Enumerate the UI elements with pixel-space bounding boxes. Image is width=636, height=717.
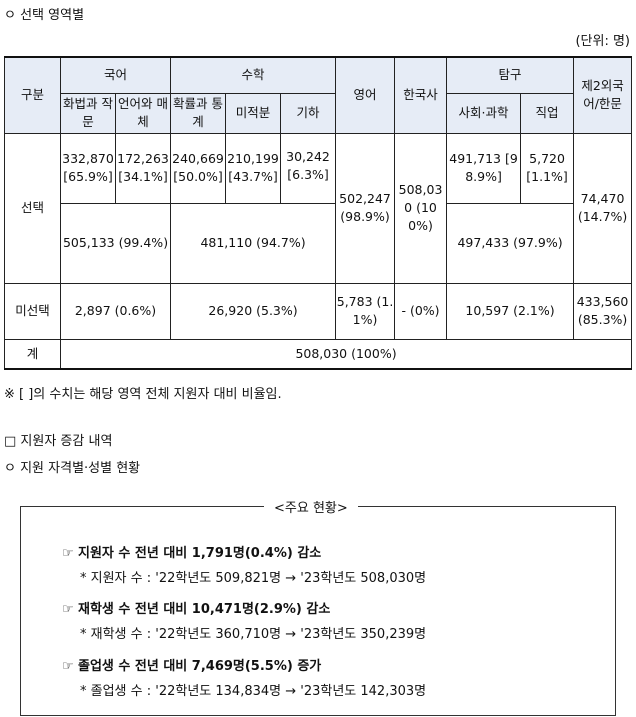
detail-cell: 5,720 [1.1%]: [520, 132, 575, 204]
pointing-hand-icon: ☞: [62, 659, 74, 674]
section-heading: ㅇ 선택 영역별: [4, 8, 85, 23]
header-korean-history: 한국사: [394, 56, 448, 134]
header-korean-sub-2: 언어와 매체: [114, 92, 172, 134]
korean-unselect-cell: 2,897 (0.6%): [59, 282, 172, 340]
unit-label: (단위: 명): [575, 34, 630, 49]
second-language-select-cell: 74,470 (14.7%): [573, 132, 633, 284]
english-unselect-cell: 5,783 (1.1%): [335, 282, 396, 340]
row-label-select: 선택: [4, 132, 61, 284]
header-gubun: 구분: [4, 56, 61, 134]
english-select-cell: 502,247 (98.9%): [335, 132, 396, 284]
header-korean-sub-1: 화법과 작문: [60, 92, 116, 134]
section-heading-2: □ 지원자 증감 내역: [4, 434, 113, 449]
detail-cell: 332,870 [65.9%]: [60, 132, 116, 204]
total-value: 508,030 (100%): [59, 338, 633, 370]
korean-history-unselect-cell: - (0%): [394, 282, 448, 340]
row-label-total: 계: [4, 338, 61, 370]
header-math: 수학: [170, 56, 337, 94]
pointing-hand-icon: ☞: [62, 546, 74, 561]
header-korean: 국어: [59, 56, 172, 94]
header-math-sub-2: 미적분: [225, 92, 282, 134]
detail-cell: 30,242 [6.3%]: [280, 132, 337, 204]
summary-item-headline: ☞ 재학생 수 전년 대비 10,471명(2.9%) 감소: [62, 602, 331, 617]
summary-item-detail: * 지원자 수 : '22학년도 509,821명 → '23학년도 508,0…: [80, 571, 427, 586]
summary-item-headline: ☞ 졸업생 수 전년 대비 7,469명(5.5%) 증가: [62, 659, 322, 674]
applicants-by-area-table: 구분 국어 수학 영어 한국사 탐구 제2외국어/한문 화법과 작문 언어와 매…: [4, 56, 633, 370]
pointing-hand-icon: ☞: [62, 602, 74, 617]
header-english: 영어: [335, 56, 396, 134]
detail-cell: 240,669 [50.0%]: [170, 132, 227, 204]
row-label-unselect: 미선택: [4, 282, 61, 340]
inquiry-select-total: 497,433 (97.9%): [446, 202, 575, 284]
footnote: ※ [ ]의 수치는 해당 영역 전체 지원자 대비 비율임.: [4, 387, 282, 402]
detail-cell: 491,713 [98.9%]: [446, 132, 522, 204]
header-second-language: 제2외국어/한문: [573, 56, 633, 134]
section-subheading: ㅇ 지원 자격별·성별 현황: [4, 461, 141, 476]
header-inquiry-sub-2: 직업: [520, 92, 575, 134]
header-inquiry-sub-1: 사회·과학: [446, 92, 522, 134]
detail-cell: 172,263 [34.1%]: [114, 132, 172, 204]
header-math-sub-3: 기하: [280, 92, 337, 134]
second-language-unselect-cell: 433,560 (85.3%): [573, 282, 633, 340]
math-select-total: 481,110 (94.7%): [170, 202, 337, 284]
summary-item-headline: ☞ 지원자 수 전년 대비 1,791명(0.4%) 감소: [62, 546, 322, 561]
korean-select-total: 505,133 (99.4%): [59, 202, 172, 284]
inquiry-unselect-cell: 10,597 (2.1%): [446, 282, 575, 340]
summary-title: <주요 현황>: [264, 497, 358, 516]
detail-cell: 210,199 [43.7%]: [225, 132, 282, 204]
math-unselect-cell: 26,920 (5.3%): [170, 282, 337, 340]
summary-item-detail: * 졸업생 수 : '22학년도 134,834명 → '23학년도 142,3…: [80, 684, 427, 699]
header-inquiry: 탐구: [446, 56, 575, 94]
summary-item-detail: * 재학생 수 : '22학년도 360,710명 → '23학년도 350,2…: [80, 627, 427, 642]
header-math-sub-1: 확률과 통계: [170, 92, 227, 134]
korean-history-select-cell: 508,030 (100%): [394, 132, 448, 284]
